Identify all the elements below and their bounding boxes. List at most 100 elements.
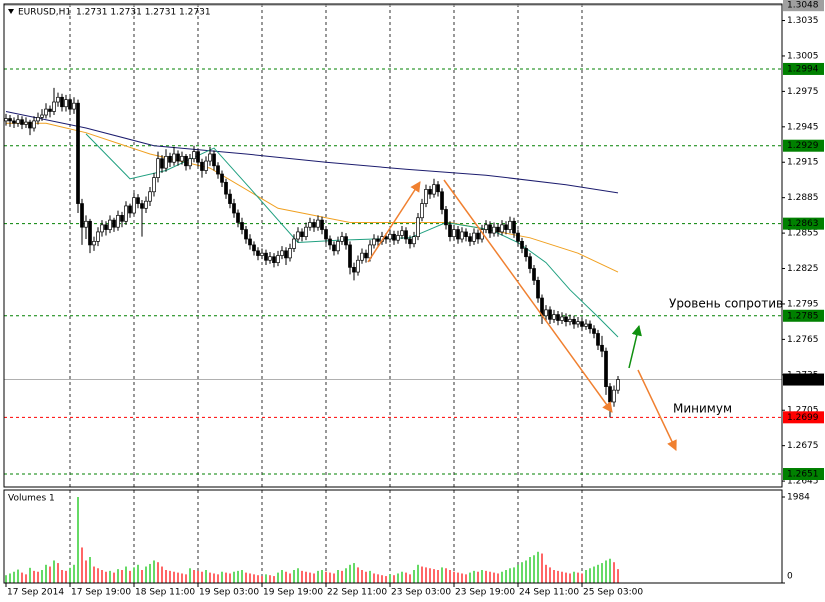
candle-body [52,101,56,112]
level-box [783,217,824,230]
level-label: 1.2863 [787,219,819,229]
annotation: Уровень сопротивл [669,297,791,311]
candle-body [396,235,400,241]
candle-body [448,224,452,237]
candle-body [84,220,88,228]
level-label: 1.2785 [787,311,819,321]
level-box [783,411,824,424]
x-tick-label: 17 Sep 19:00 [71,588,131,598]
candle-body [560,316,564,321]
volume-tick-label: 1984 [787,493,810,503]
candle-body [4,118,8,122]
candle-body [508,220,512,230]
candle-body [128,205,132,214]
level-label: 1.2731 [787,375,819,385]
candle-body [36,117,40,122]
x-tick-label: 18 Sep 11:00 [135,588,195,598]
candle-body [156,158,160,178]
candle-body [96,231,100,242]
candle-body [164,155,168,169]
candle-body [12,120,16,124]
candle-body [236,212,240,223]
candle-body [72,102,76,110]
y-tick-label: 1.2855 [787,229,819,239]
y-tick-label: 1.2705 [787,406,819,416]
x-tick-label: 17 Sep 2014 [7,588,64,598]
level-box [783,62,824,75]
candle-body [24,121,28,125]
y-tick-label: 1.3035 [787,16,819,26]
candle-body [100,224,104,233]
candle-body [360,252,364,261]
x-tick-label: 25 Sep 03:00 [583,588,643,598]
candle-body [392,233,396,241]
x-tick-label: 24 Sep 11:00 [519,588,579,598]
candle-body [176,153,180,162]
candle-body [376,238,380,242]
candle-body [564,316,568,323]
candle-body [200,161,204,171]
candle-body [320,219,324,230]
candle-body [76,102,80,204]
candle-body [348,244,352,268]
candle-body [32,120,36,129]
candle-body [220,173,224,183]
candle-body [328,238,332,246]
candle-body [404,230,408,240]
volume-tick-label: 0 [787,572,793,582]
candle-body [48,108,52,112]
candle-body [160,158,164,169]
candle-body [80,203,84,228]
candle-body [280,250,284,256]
candle-body [104,224,108,230]
candle-body [576,321,580,325]
candle-body [244,229,248,240]
candle-body [40,114,44,118]
candle-body [316,219,320,228]
y-tick-label: 1.2885 [787,193,819,203]
candle-body [112,219,116,228]
candle-body [496,226,500,233]
candle-body [116,215,120,228]
y-tick-label: 1.2975 [787,87,819,97]
candle-body [324,229,328,240]
arrow [443,179,613,413]
candle-body [492,226,496,234]
symbol: EURUSD,H1 [18,8,71,18]
level-box [783,0,824,12]
candle-body [288,248,292,259]
candle-body [256,250,260,256]
candle-body [276,255,280,263]
candle-body [204,160,208,171]
candle-body [512,220,516,234]
candle-body [144,200,148,209]
candle-body [428,189,432,195]
candle-body [524,248,528,258]
candle-body [228,193,232,204]
candle-body [592,328,596,334]
x-tick-label: 23 Sep 03:00 [391,588,451,598]
candle-body [400,230,404,236]
candle-body [488,224,492,234]
candle-body [608,386,612,403]
candle-body [500,224,504,233]
volume-layer [5,497,619,583]
candle-body [296,231,300,240]
candle-body [44,108,48,116]
candle-layer [4,87,620,418]
candle-body [148,191,152,202]
candle-body [356,259,360,273]
candle-body [284,250,288,259]
level-box [783,309,824,322]
volume-frame [3,489,783,584]
candle-body [224,181,228,195]
annotation: Минимум [673,402,732,416]
x-tick-label: 19 Sep 03:00 [199,588,259,598]
candle-body [248,238,252,246]
candle-body [180,155,184,162]
candle-body [8,118,12,122]
candle-body [272,256,276,263]
candle-body [92,241,96,246]
candle-body [132,197,136,214]
